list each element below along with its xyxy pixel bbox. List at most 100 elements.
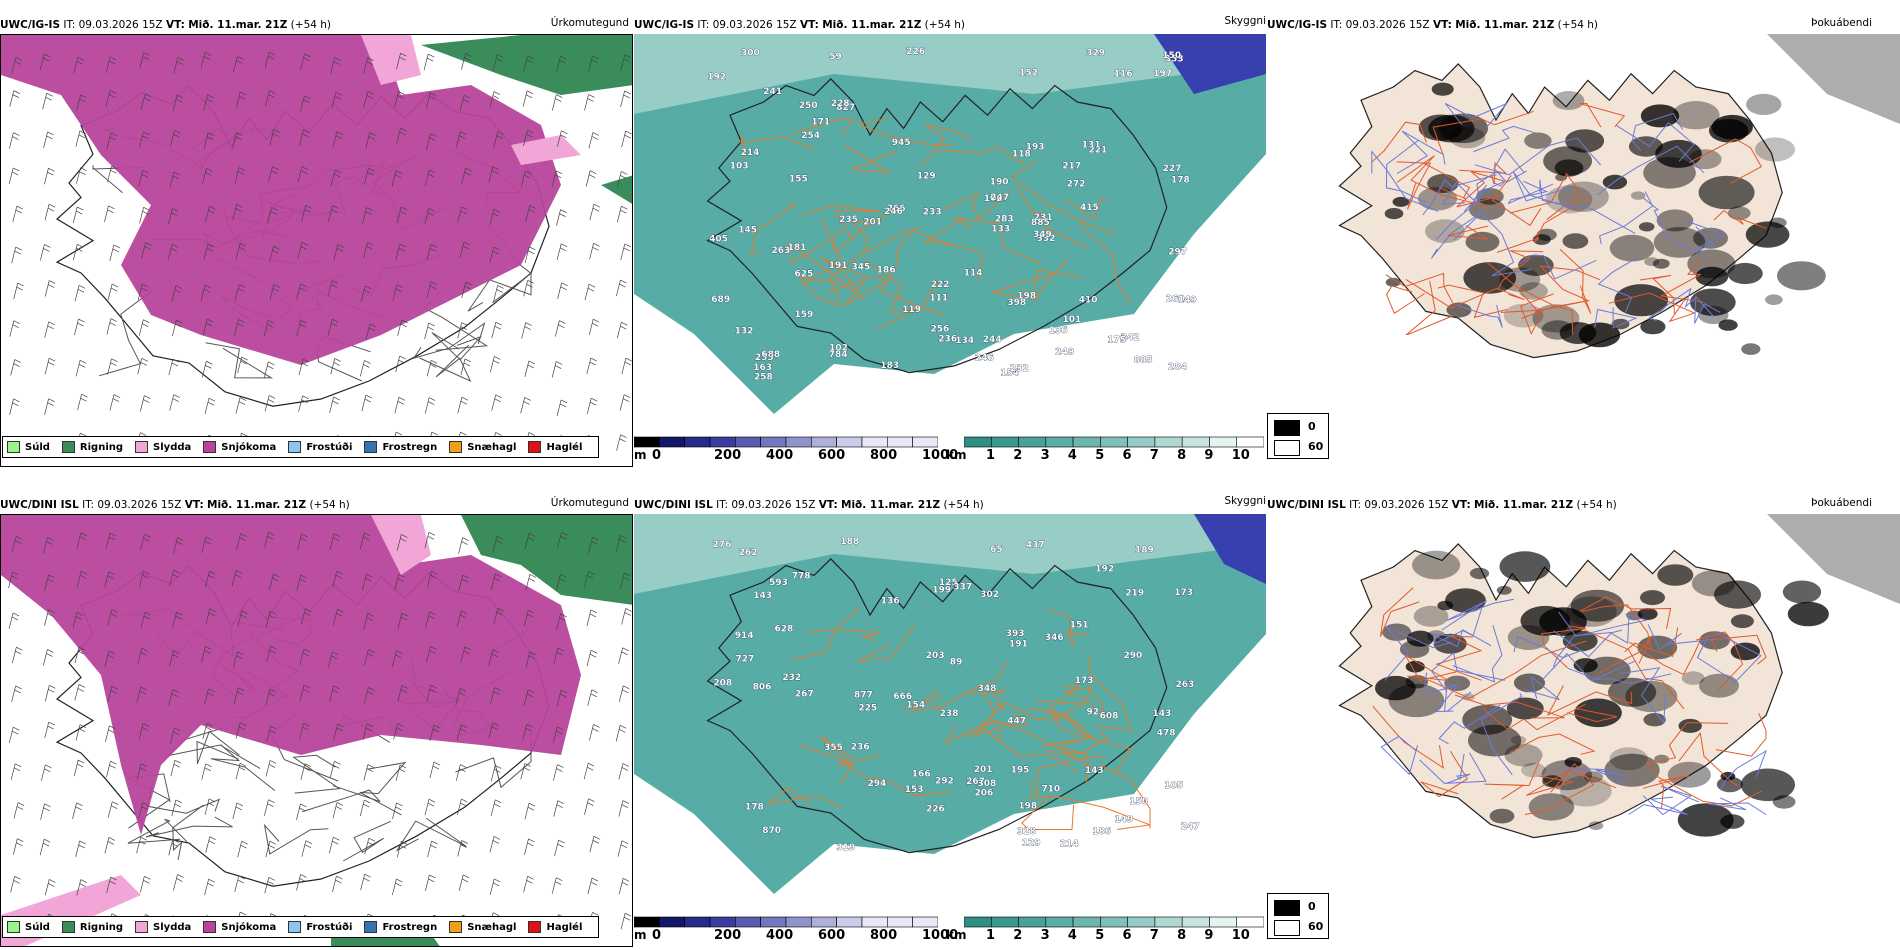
legend-label: Snæhagl: [467, 921, 517, 933]
model-name: UWC/DINI ISL: [634, 499, 713, 511]
scale-swatch: [1045, 916, 1074, 928]
ceiling-label: 250: [799, 101, 818, 111]
ceiling-label: 136: [1049, 326, 1068, 336]
ceiling-label: 149: [1114, 815, 1133, 825]
ceiling-label: 232: [1010, 364, 1029, 374]
scale-swatch: [964, 916, 992, 928]
legend-label: Haglél: [546, 921, 583, 933]
visibility-map[interactable]: 183 154 102 136 59 241 235 885 226 945 116 236 266 11…: [634, 34, 1266, 432]
precip-type-panel: UWC/DINI ISL IT: 09.03.2026 15Z VT: Mið.…: [0, 480, 633, 950]
legend-swatch: [135, 441, 149, 453]
ceiling-label: 226: [926, 805, 945, 815]
ceiling-label: 101: [1063, 315, 1082, 325]
fog-map[interactable]: [1267, 34, 1900, 432]
visibility-map[interactable]: 150 105 201 65 710 346 214 247 778 198 232 877 437 26…: [634, 514, 1266, 912]
legend-swatch: [288, 921, 302, 933]
scale-tick: 9: [1204, 448, 1214, 463]
ceiling-label: 405: [709, 235, 728, 245]
vt-label: VT:: [1432, 19, 1452, 31]
ceiling-label: 175: [1107, 336, 1126, 346]
ceiling-label: 308: [978, 779, 997, 789]
precip-map[interactable]: [0, 34, 633, 467]
lead-time: (+54 h): [1557, 19, 1599, 31]
scale-swatch: [735, 436, 761, 448]
scale-swatch: [658, 436, 685, 448]
ceiling-label: 806: [753, 683, 772, 693]
precip-legend-item: Haglél: [528, 441, 582, 453]
ceiling-label: 249: [1055, 347, 1074, 357]
ceiling-label: 254: [801, 131, 820, 141]
param-title: Þokuábendi: [1811, 17, 1872, 29]
ceiling-label: 914: [735, 631, 754, 641]
ceiling-labels: 150 105 201 65 710 346 214 247 778 198 232 877 437 26…: [712, 537, 1200, 854]
precip-map[interactable]: [0, 514, 633, 947]
scale-swatch: [836, 436, 863, 448]
ceiling-label: 262: [739, 548, 758, 558]
ceiling-label: 133: [991, 224, 1010, 234]
legend-label: Rigning: [79, 921, 124, 933]
ceiling-label: 263: [1176, 680, 1195, 690]
ceiling-label: 247: [1181, 822, 1200, 832]
ceiling-label: 171: [811, 118, 830, 128]
ceiling-label: 153: [905, 785, 924, 795]
legend-swatch: [528, 441, 542, 453]
scale-tick: 7: [1149, 448, 1159, 463]
scale-swatch: [760, 916, 787, 928]
scale-swatch: [1018, 436, 1047, 448]
precip-legend: Súld Rigning Slydda Snjókoma Frostúði Frostre…: [2, 436, 600, 458]
ceiling-label: 192: [707, 73, 726, 83]
ceiling-label: 149: [1178, 295, 1197, 305]
forecast-row: UWC/DINI ISL IT: 09.03.2026 15Z VT: Mið.…: [0, 480, 1900, 950]
it-value: 09.03.2026 15Z: [731, 499, 816, 511]
it-label: IT:: [63, 19, 76, 31]
precip-legend-item: Frostúði: [288, 921, 352, 933]
ceiling-label: 102: [829, 344, 848, 354]
ceiling-label: 345: [852, 263, 871, 273]
scale-swatch: [811, 916, 837, 928]
ceiling-label: 105: [1164, 781, 1183, 791]
ceiling-label: 114: [964, 269, 983, 279]
ceiling-label: 242: [1121, 333, 1140, 343]
model-name: UWC/DINI ISL: [0, 499, 79, 511]
ceiling-label: 241: [763, 87, 782, 97]
visibility-scale: km 1 2 3 4 5 6 7 8 9 10: [946, 436, 1266, 466]
scale-swatch: [1209, 436, 1238, 448]
ceiling-label: 258: [754, 372, 773, 382]
scale-tick: 6: [1122, 448, 1132, 463]
scale-unit: m: [634, 928, 647, 942]
ceiling-label: 302: [980, 590, 999, 600]
ceiling-label: 415: [1080, 203, 1099, 213]
ceiling-label: 178: [745, 802, 764, 812]
scale-swatch: [811, 436, 837, 448]
ceiling-label: 195: [1011, 766, 1030, 776]
vt-value: Mið. 11.mar. 21Z: [188, 19, 288, 31]
ceiling-label: 827: [836, 103, 855, 113]
snowfall-area: [1, 515, 581, 835]
scale-swatch: [861, 436, 888, 448]
ceiling-label: 238: [940, 709, 959, 719]
ceiling-label: 478: [1157, 729, 1176, 739]
ceiling-label: 102: [984, 194, 1003, 204]
ceiling-label: 65: [990, 545, 1003, 555]
legend-swatch: [61, 441, 75, 453]
scale-swatch: [634, 916, 660, 928]
scale-unit: m: [634, 448, 647, 462]
ceiling-label: 688: [761, 350, 780, 360]
scale-unit: km: [946, 448, 967, 462]
legend-label: Slydda: [153, 441, 192, 453]
fog-map[interactable]: [1267, 514, 1900, 912]
legend-label: Snjókoma: [221, 921, 277, 933]
ceiling-label: 208: [713, 679, 732, 689]
ceiling-label: 155: [789, 175, 808, 185]
ceiling-label: 247: [990, 193, 1009, 203]
ceiling-label: 666: [893, 692, 912, 702]
ceiling-label: 181: [788, 243, 807, 253]
ceiling-label: 183: [880, 361, 899, 371]
vt-label: VT:: [1451, 499, 1471, 511]
ceiling-label: 437: [1026, 540, 1045, 550]
scale-tick: 9: [1204, 928, 1214, 943]
lead-time: (+54 h): [290, 19, 332, 31]
precip-legend-item: Frostregn: [364, 441, 437, 453]
scale-tick: 800: [870, 928, 898, 943]
scale-swatch: [1127, 916, 1156, 928]
